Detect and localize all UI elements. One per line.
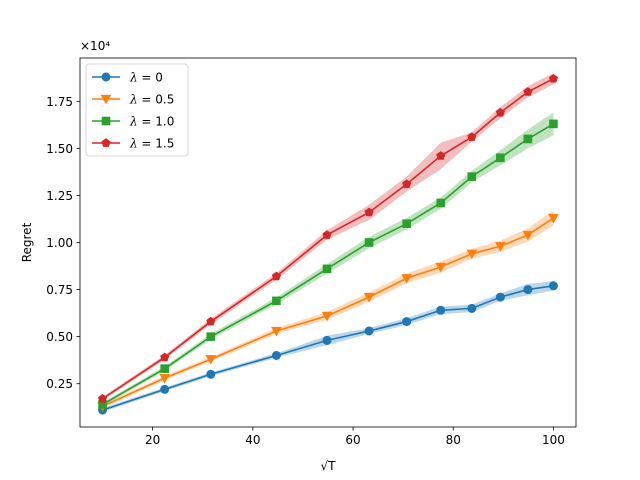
series-2-point — [436, 198, 446, 208]
series-2-point — [160, 364, 169, 373]
series-1-line — [102, 217, 554, 408]
series-0-line — [102, 285, 554, 411]
y-axis-ticks: 0.25 0.50 0.75 1.00 1.25 1.50 1.75 — [46, 95, 80, 391]
series-1-point — [363, 292, 375, 303]
series-0-point — [364, 326, 374, 336]
series-1-point — [548, 213, 559, 224]
series-3-point — [436, 151, 446, 160]
y-tick-label: 1.25 — [46, 189, 73, 203]
legend-symbol: λ — [129, 137, 138, 151]
series-3-point — [160, 352, 170, 362]
series-1-point — [466, 249, 478, 260]
legend-entry-label: λ = 0 — [129, 71, 163, 85]
legend-marker — [100, 94, 112, 105]
x-tick-label: 40 — [245, 433, 260, 447]
series-3-line — [102, 77, 554, 400]
series-0-point — [322, 335, 332, 345]
series-1-point — [401, 274, 412, 284]
legend-entry-label: λ = 0.5 — [129, 93, 174, 107]
series-1-point — [435, 262, 447, 273]
legend-equals: = 1.0 — [138, 115, 175, 129]
series-1-point — [159, 373, 170, 384]
series-3-point — [322, 230, 332, 239]
legend-marker — [101, 72, 111, 82]
x-tick-label: 100 — [542, 433, 565, 447]
series-3-point — [364, 207, 374, 217]
series-3-point — [271, 271, 281, 281]
series-1-point — [271, 326, 282, 337]
series-2-point — [364, 238, 374, 247]
legend-entry-label: λ = 1.0 — [129, 115, 174, 129]
series-0-point — [495, 292, 505, 302]
series-2-point — [549, 119, 558, 129]
x-axis-label: √T — [321, 459, 337, 473]
series-3-point — [495, 107, 505, 117]
series-3-point — [548, 73, 558, 83]
x-tick-label: 80 — [446, 433, 461, 447]
series-2-line — [102, 123, 554, 406]
series-2-point — [322, 264, 332, 274]
series-2-point — [496, 153, 505, 163]
legend-symbol: λ — [129, 93, 138, 107]
series-lines — [102, 77, 554, 411]
series-0-point — [160, 384, 170, 394]
series-0-point — [206, 369, 216, 379]
series-2-band — [102, 112, 554, 407]
series-1-point — [495, 242, 506, 252]
series-3-point — [523, 87, 533, 96]
series-markers — [97, 73, 559, 415]
y-axis-multiplier: ×10⁴ — [80, 39, 110, 53]
series-3-point — [402, 179, 412, 188]
series-0-point — [548, 281, 558, 291]
x-tick-label: 20 — [145, 433, 160, 447]
y-tick-label: 0.50 — [46, 330, 73, 344]
y-tick-label: 1.00 — [46, 236, 73, 250]
series-2-point — [272, 296, 281, 306]
series-2-point — [467, 172, 477, 181]
series-1-point — [522, 230, 534, 241]
series-1-point — [321, 311, 333, 322]
y-tick-label: 1.50 — [46, 142, 73, 156]
series-0-band — [102, 281, 554, 412]
legend-equals: = 1.5 — [138, 137, 175, 151]
legend-equals: = 0.5 — [138, 93, 175, 107]
legend-symbol: λ — [129, 115, 138, 129]
series-0-point — [271, 350, 281, 360]
series-0-point — [467, 303, 477, 313]
series-3-point — [206, 316, 216, 326]
series-0-point — [402, 317, 412, 327]
y-tick-label: 1.75 — [46, 95, 73, 109]
series-2-point — [523, 134, 533, 144]
legend-marker — [101, 116, 111, 126]
series-0-point — [436, 305, 446, 315]
y-tick-label: 0.75 — [46, 283, 73, 297]
x-axis-ticks: 20 40 60 80 100 — [145, 427, 565, 447]
x-tick-label: 60 — [345, 433, 360, 447]
legend-equals: = 0 — [138, 71, 163, 85]
series-1-band — [102, 210, 554, 409]
legend-box — [85, 63, 189, 157]
legend: λ = 0λ = 0.5λ = 1.0λ = 1.5 — [85, 63, 189, 157]
series-3-point — [98, 393, 108, 403]
series-0-point — [523, 285, 533, 295]
y-axis-label: Regret — [20, 222, 34, 262]
legend-symbol: λ — [129, 71, 138, 85]
legend-marker — [101, 138, 111, 147]
series-1-point — [205, 355, 217, 365]
series-2-point — [402, 219, 411, 228]
series-3-point — [467, 132, 477, 141]
series-2-point — [206, 332, 216, 341]
legend-entry-label: λ = 1.5 — [129, 137, 174, 151]
y-tick-label: 0.25 — [46, 377, 73, 391]
